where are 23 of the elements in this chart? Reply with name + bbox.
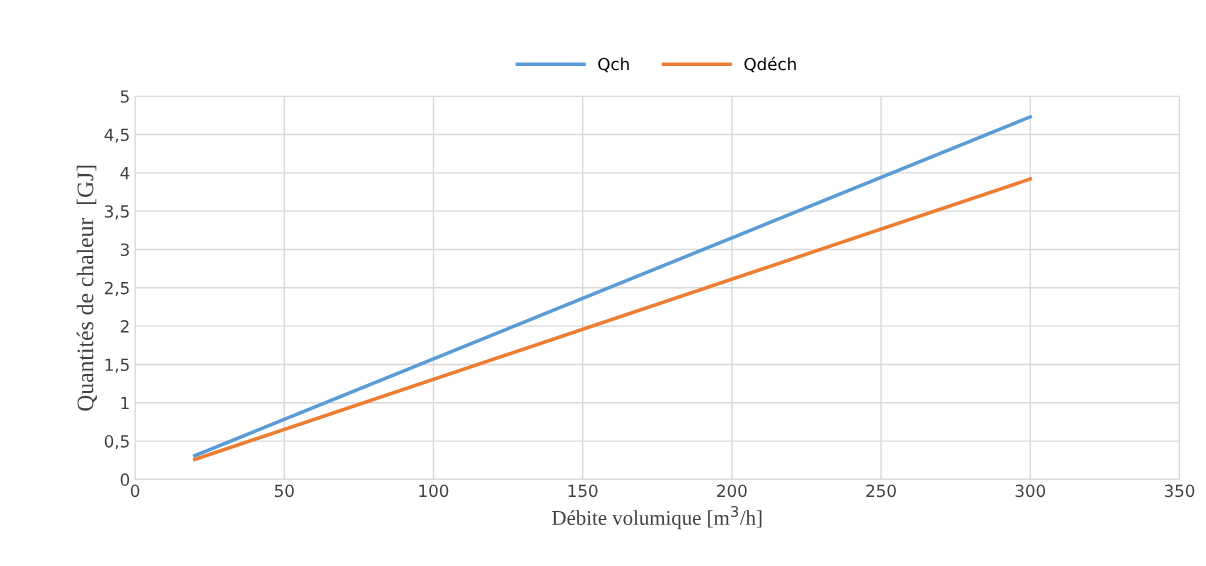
x-tick-label: 200 [717, 484, 747, 498]
x-tick-label: 0 [130, 484, 140, 498]
x-tick-label: 350 [1164, 484, 1195, 498]
y-axis-title: Quantités de chaleur [GJ] [76, 165, 97, 411]
y-tick-label: 3,5 [104, 205, 129, 220]
y-tick-label: 1,5 [105, 358, 129, 373]
y-tick-label: 2,5 [104, 281, 129, 297]
legend-label: Qch [598, 57, 629, 73]
x-tick-label: 150 [568, 484, 598, 498]
y-tick-label: 4,5 [104, 128, 129, 143]
y-tick-label: 5 [120, 90, 129, 103]
x-tick-label: 100 [419, 484, 449, 498]
y-tick-label: 0,5 [104, 435, 129, 450]
y-tick-label: 1 [121, 396, 129, 410]
legend-label: Qdéch [744, 56, 796, 73]
y-tick-label: 0 [120, 473, 130, 486]
x-axis-title: Débite volumique [m$^{3}$/h] [552, 505, 762, 530]
x-tick-label: 300 [1015, 484, 1046, 498]
x-tick-label: 250 [866, 484, 896, 498]
y-tick-label: 2 [120, 320, 129, 333]
y-tick-label: 3 [120, 243, 129, 257]
x-tick-label: 50 [274, 484, 294, 498]
y-tick-label: 4 [120, 167, 130, 180]
